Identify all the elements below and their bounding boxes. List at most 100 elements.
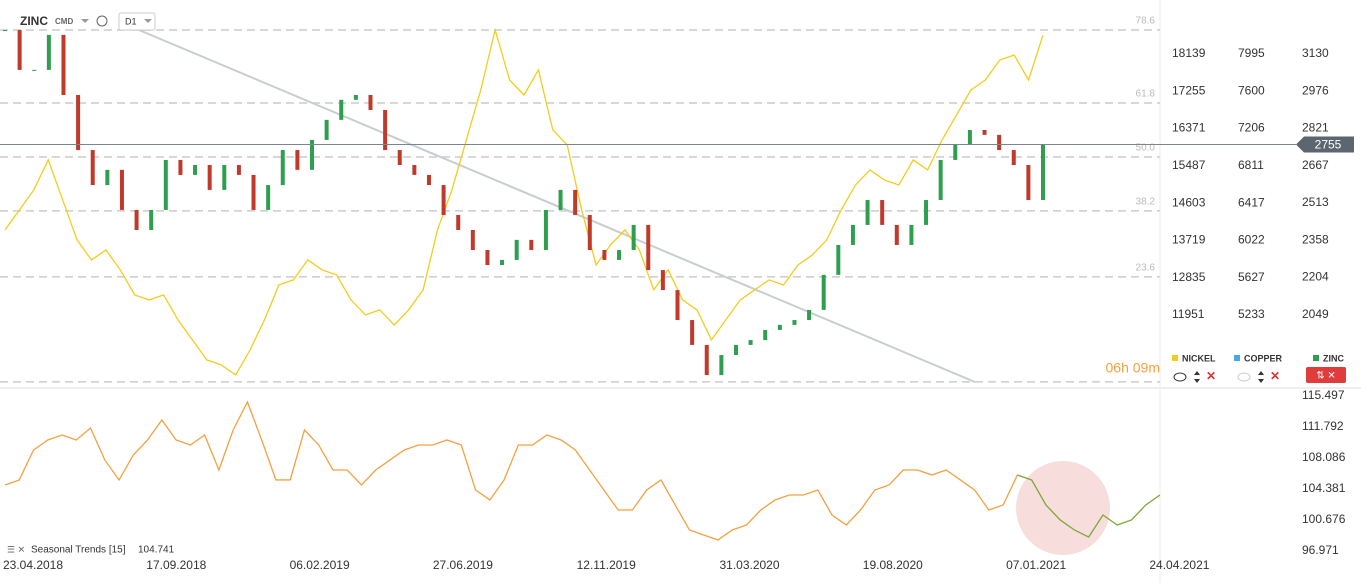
zinc-candle: [119, 169, 124, 210]
y-tick-label: 7206: [1238, 121, 1265, 135]
x-tick-label: 31.03.2020: [719, 558, 779, 572]
y-tick-label: 3130: [1302, 46, 1329, 60]
zinc-candle: [617, 250, 622, 260]
x-tick-label: 19.08.2020: [863, 558, 923, 572]
zinc-candle: [1026, 165, 1031, 201]
y-tick-label: 115.497: [1302, 388, 1345, 402]
remove-icon[interactable]: ✕: [1206, 369, 1216, 383]
legend-entry[interactable]: ZINC: [1323, 353, 1344, 363]
y-tick-label: 13719: [1172, 233, 1206, 247]
x-tick-label: 17.09.2018: [146, 558, 206, 572]
x-tick-label: 12.11.2019: [577, 558, 636, 572]
zinc-candle: [310, 139, 315, 170]
zinc-controls[interactable]: [1306, 367, 1346, 383]
y-tick-label: 2049: [1302, 307, 1329, 321]
zinc-candle: [397, 150, 402, 166]
zinc-candle: [149, 209, 154, 230]
legend-swatch: [1313, 355, 1319, 361]
zinc-controls-icons[interactable]: ⇅ ✕: [1316, 371, 1336, 382]
highlight-circle: [1016, 461, 1110, 555]
eye-icon[interactable]: [1237, 372, 1251, 382]
zinc-candle: [836, 244, 841, 275]
zinc-candle: [675, 290, 680, 321]
zinc-candle: [953, 144, 958, 160]
zinc-candle: [266, 185, 271, 210]
zinc-candle: [383, 109, 388, 151]
zinc-candle: [412, 165, 417, 175]
indicator-line: [1017, 474, 1161, 538]
y-tick-label: 7995: [1238, 46, 1265, 60]
y-tick-label: 2513: [1302, 195, 1329, 209]
zinc-candle: [558, 189, 563, 210]
fib-label: 38.2: [1136, 197, 1156, 208]
y-tick-label: 100.676: [1302, 512, 1346, 526]
order-icon[interactable]: [1258, 371, 1264, 383]
zinc-candle: [909, 224, 914, 245]
interval-select[interactable]: [118, 12, 156, 31]
zinc-candle: [602, 250, 607, 260]
zinc-candle: [529, 239, 534, 251]
eye-icon[interactable]: [1173, 372, 1187, 382]
y-tick-label: 2358: [1302, 233, 1329, 247]
zinc-candle: [500, 259, 505, 265]
y-tick-label: 15487: [1172, 158, 1206, 172]
zinc-candle: [134, 209, 139, 230]
zinc-candle: [441, 185, 446, 216]
zinc-candle: [76, 94, 81, 151]
y-tick-label: 2204: [1302, 270, 1329, 284]
y-tick-label: 2821: [1302, 121, 1329, 135]
zinc-candle: [163, 159, 168, 210]
zinc-candle: [514, 239, 519, 260]
countdown: 06h 09m: [1106, 360, 1160, 376]
zinc-candle: [46, 34, 51, 70]
zinc-candle: [105, 169, 110, 186]
indicator-line: [4, 400, 1018, 541]
y-tick-label: 11951: [1172, 307, 1205, 321]
y-tick-label: 6417: [1238, 195, 1265, 209]
zinc-candle: [368, 94, 373, 110]
dropdown-arrow[interactable]: [144, 19, 152, 23]
zinc-candle: [997, 134, 1002, 151]
zinc-candle: [90, 150, 95, 186]
legend-entry[interactable]: NICKEL: [1182, 353, 1216, 363]
y-tick-label: 2976: [1302, 83, 1329, 97]
zinc-candle: [426, 174, 431, 186]
zinc-candle: [236, 165, 241, 175]
remove-icon[interactable]: ✕: [1270, 369, 1280, 383]
info-icon[interactable]: [96, 15, 108, 27]
zinc-candle: [543, 209, 548, 251]
zinc-candle: [353, 94, 358, 100]
zinc-candle: [748, 340, 753, 345]
symbol[interactable]: ZINC: [20, 14, 48, 28]
zinc-candle: [3, 30, 7, 32]
zinc-candle: [982, 130, 987, 135]
zinc-candle: [573, 189, 578, 216]
zinc-candle: [660, 270, 665, 291]
zinc-candle: [924, 200, 929, 225]
zinc-candle: [456, 215, 461, 230]
zinc-candle: [821, 274, 826, 310]
dropdown-arrow[interactable]: [81, 19, 89, 23]
y-tick-label: 17255: [1172, 83, 1206, 97]
zinc-candle: [339, 99, 344, 120]
interval[interactable]: D1: [125, 16, 137, 26]
zinc-candle: [485, 250, 490, 265]
zinc-candle: [646, 224, 651, 271]
order-icon[interactable]: [1194, 371, 1200, 383]
zinc-candle: [32, 69, 37, 71]
y-tick-label: 6022: [1238, 233, 1265, 247]
zinc-candle: [938, 159, 943, 201]
x-tick-label: 23.04.2018: [3, 558, 63, 572]
zinc-candle: [807, 309, 812, 321]
zinc-candle: [1011, 150, 1016, 166]
y-tick-label: 108.086: [1302, 450, 1346, 464]
nickel-line: [4, 27, 1044, 376]
zinc-candle: [792, 320, 797, 325]
zinc-candle: [850, 224, 855, 245]
legend-entry[interactable]: COPPER: [1244, 353, 1283, 363]
indicator-icons[interactable]: ☰ ✕: [7, 544, 25, 554]
zinc-candle: [17, 30, 22, 70]
zinc-candle: [690, 320, 695, 345]
